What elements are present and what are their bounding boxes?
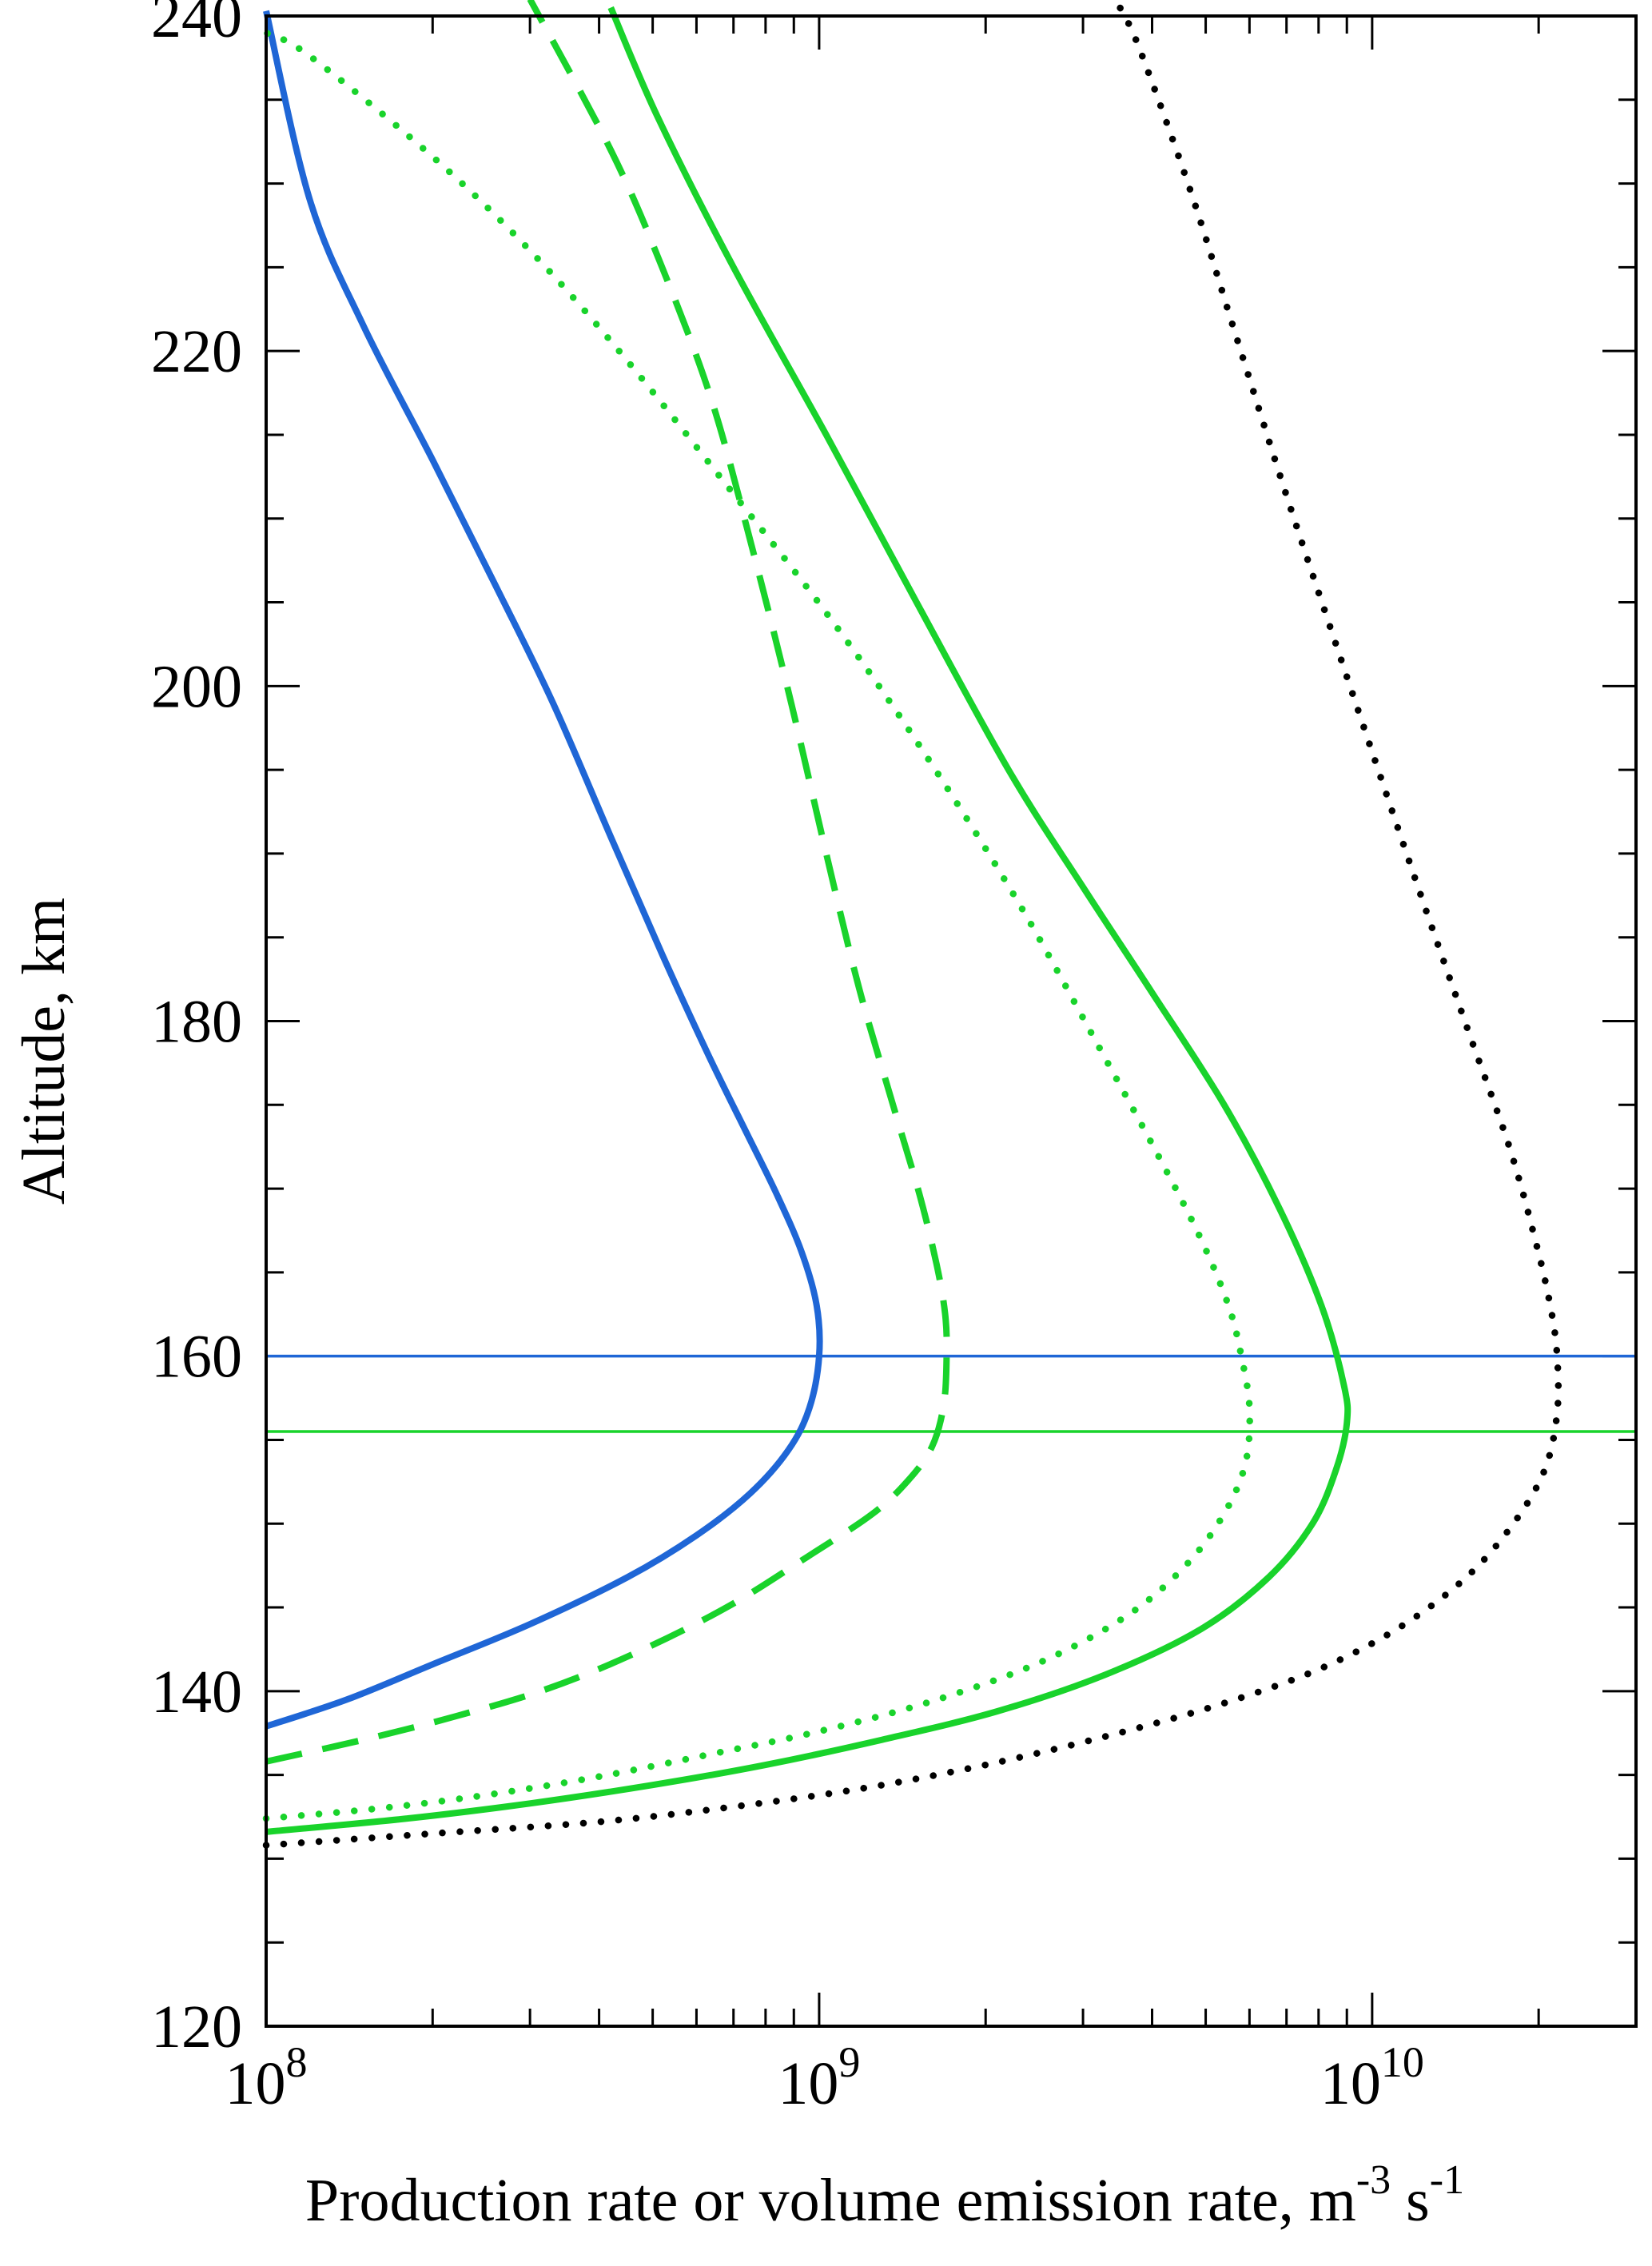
series-line-2 <box>265 0 950 1765</box>
x-tick-label: 108 <box>225 2038 308 2117</box>
y-axis-label: Altitude, km <box>10 898 78 1205</box>
y-tick-label: 180 <box>151 989 242 1056</box>
x-tick-labels: 108 109 1010 <box>225 2038 1424 2117</box>
series-line-4 <box>265 6 1351 1835</box>
series-line-5 <box>262 4 1562 1849</box>
x-tick-label: 109 <box>778 2038 860 2117</box>
reference-lines <box>266 1354 1636 1433</box>
y-tick-label: 160 <box>151 1324 242 1391</box>
y-tick-labels: 120 140 160 180 200 220 240 <box>151 0 242 2061</box>
y-tick-label: 200 <box>151 653 242 720</box>
x-axis-label-sup1: -3 <box>1356 2157 1391 2203</box>
y-tick-label: 220 <box>151 318 242 385</box>
x-axis-label-mid: s <box>1391 2167 1430 2234</box>
plot-frame <box>265 14 1638 2028</box>
x-tick-label-base: 10 <box>225 2050 286 2117</box>
x-tick-label-exponent: 8 <box>286 2038 308 2086</box>
series-line-1 <box>263 10 823 1730</box>
x-tick-label-exponent: 9 <box>838 2038 860 2086</box>
x-axis-label-main: Production rate or volume emission rate,… <box>305 2167 1356 2234</box>
x-tick-label-base: 10 <box>778 2050 838 2117</box>
tick-marks <box>265 14 1638 2028</box>
x-axis-label-sup2: -1 <box>1430 2157 1464 2203</box>
x-tick-label-base: 10 <box>1320 2050 1381 2117</box>
y-tick-label: 140 <box>151 1659 242 1726</box>
series-group <box>262 0 1562 1849</box>
x-axis-label: Production rate or volume emission rate,… <box>305 2157 1464 2234</box>
x-tick-label-exponent: 10 <box>1381 2038 1424 2086</box>
series-line-3 <box>262 29 1253 1822</box>
y-tick-label: 240 <box>151 0 242 50</box>
y-tick-label: 120 <box>151 1993 242 2061</box>
x-tick-label: 1010 <box>1320 2038 1424 2117</box>
